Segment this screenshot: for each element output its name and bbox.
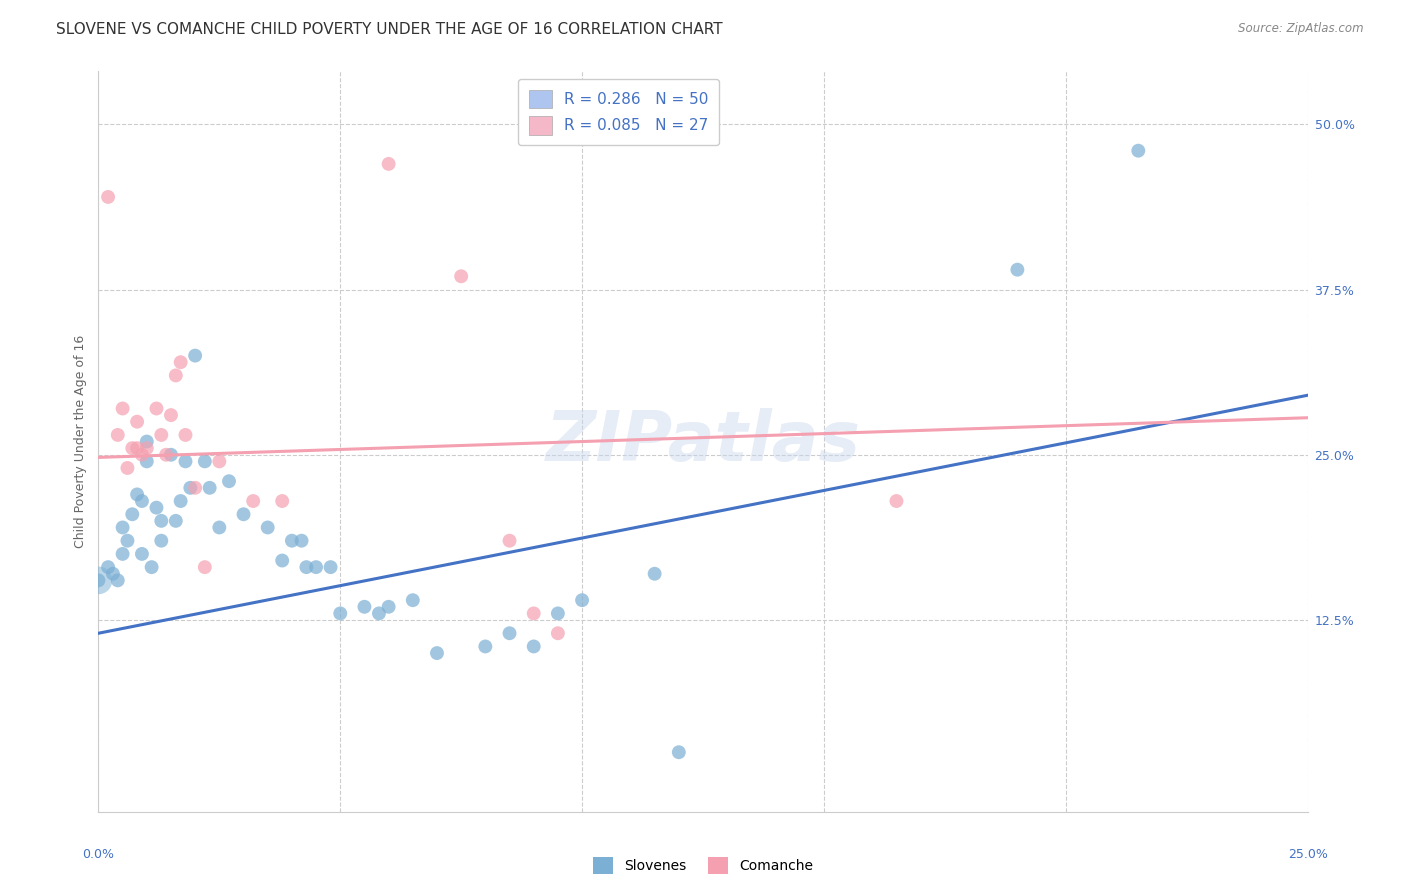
Point	[547, 607, 569, 621]
Point	[179, 481, 201, 495]
Point	[271, 494, 294, 508]
Point	[329, 607, 352, 621]
Point	[117, 461, 139, 475]
Point	[131, 448, 153, 462]
Point	[571, 593, 593, 607]
Point	[150, 428, 173, 442]
Point	[208, 454, 231, 468]
Point	[498, 626, 520, 640]
Point	[886, 494, 908, 508]
Point	[232, 508, 254, 522]
Point	[377, 599, 399, 614]
Point	[208, 520, 231, 534]
Point	[97, 560, 120, 574]
Point	[305, 560, 328, 574]
Point	[474, 640, 496, 654]
Point	[271, 553, 294, 567]
Text: 25.0%: 25.0%	[1288, 848, 1327, 861]
Point	[111, 401, 134, 416]
Point	[145, 401, 167, 416]
Point	[426, 646, 449, 660]
Point	[523, 640, 546, 654]
Text: 0.0%: 0.0%	[83, 848, 114, 861]
Point	[117, 533, 139, 548]
Point	[160, 448, 183, 462]
Point	[155, 448, 177, 462]
Point	[169, 355, 191, 369]
Point	[160, 408, 183, 422]
Point	[368, 607, 391, 621]
Point	[174, 454, 197, 468]
Point	[131, 547, 153, 561]
Point	[135, 434, 157, 449]
Point	[165, 368, 187, 383]
Point	[97, 190, 120, 204]
Point	[150, 533, 173, 548]
Point	[644, 566, 666, 581]
Text: SLOVENE VS COMANCHE CHILD POVERTY UNDER THE AGE OF 16 CORRELATION CHART: SLOVENE VS COMANCHE CHILD POVERTY UNDER …	[56, 22, 723, 37]
Point	[150, 514, 173, 528]
Point	[127, 415, 149, 429]
Point	[295, 560, 318, 574]
Point	[169, 494, 191, 508]
Point	[174, 428, 197, 442]
Point	[127, 487, 149, 501]
Y-axis label: Child Poverty Under the Age of 16: Child Poverty Under the Age of 16	[75, 334, 87, 549]
Point	[121, 508, 143, 522]
Legend: Slovenes, Comanche: Slovenes, Comanche	[585, 850, 821, 880]
Text: Source: ZipAtlas.com: Source: ZipAtlas.com	[1239, 22, 1364, 36]
Point	[127, 441, 149, 455]
Point	[194, 454, 217, 468]
Point	[498, 533, 520, 548]
Point	[281, 533, 304, 548]
Point	[242, 494, 264, 508]
Point	[184, 349, 207, 363]
Point	[198, 481, 221, 495]
Point	[668, 745, 690, 759]
Point	[377, 157, 399, 171]
Point	[194, 560, 217, 574]
Point	[353, 599, 375, 614]
Point	[547, 626, 569, 640]
Point	[111, 520, 134, 534]
Point	[256, 520, 278, 534]
Point	[290, 533, 312, 548]
Legend: R = 0.286   N = 50, R = 0.085   N = 27: R = 0.286 N = 50, R = 0.085 N = 27	[517, 79, 718, 145]
Point	[141, 560, 163, 574]
Point	[107, 574, 129, 588]
Point	[218, 474, 240, 488]
Point	[87, 574, 110, 588]
Point	[101, 566, 124, 581]
Point	[402, 593, 425, 607]
Point	[184, 481, 207, 495]
Point	[523, 607, 546, 621]
Point	[107, 428, 129, 442]
Point	[135, 441, 157, 455]
Point	[87, 574, 110, 588]
Point	[165, 514, 187, 528]
Point	[1128, 144, 1150, 158]
Point	[450, 269, 472, 284]
Point	[121, 441, 143, 455]
Point	[111, 547, 134, 561]
Point	[1007, 262, 1029, 277]
Point	[135, 454, 157, 468]
Point	[145, 500, 167, 515]
Point	[319, 560, 342, 574]
Text: ZIPatlas: ZIPatlas	[546, 408, 860, 475]
Point	[131, 494, 153, 508]
